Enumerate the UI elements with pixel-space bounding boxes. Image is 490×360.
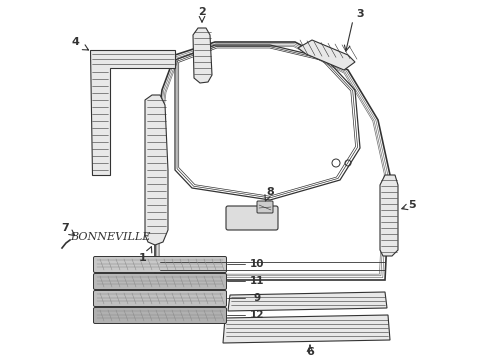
Text: 4: 4 [71, 37, 79, 47]
Text: 10: 10 [250, 259, 264, 269]
FancyBboxPatch shape [94, 291, 226, 306]
Text: 3: 3 [356, 9, 364, 19]
Text: 12: 12 [250, 310, 264, 320]
Polygon shape [145, 95, 168, 245]
Text: 11: 11 [250, 276, 264, 286]
Polygon shape [380, 175, 398, 256]
Text: 8: 8 [266, 187, 274, 197]
Text: BONNEVILLE: BONNEVILLE [70, 232, 150, 242]
Polygon shape [298, 40, 355, 70]
FancyBboxPatch shape [94, 274, 226, 289]
Polygon shape [90, 50, 175, 175]
Text: 7: 7 [61, 223, 69, 233]
Polygon shape [228, 292, 387, 311]
Text: 5: 5 [408, 200, 416, 210]
FancyBboxPatch shape [94, 307, 226, 324]
Text: 2: 2 [198, 7, 206, 17]
FancyBboxPatch shape [94, 256, 226, 273]
FancyBboxPatch shape [257, 201, 273, 213]
FancyBboxPatch shape [226, 206, 278, 230]
Polygon shape [223, 315, 390, 343]
Text: 6: 6 [306, 347, 314, 357]
Polygon shape [193, 28, 212, 83]
Text: 9: 9 [253, 293, 261, 303]
Text: 1: 1 [139, 253, 147, 263]
